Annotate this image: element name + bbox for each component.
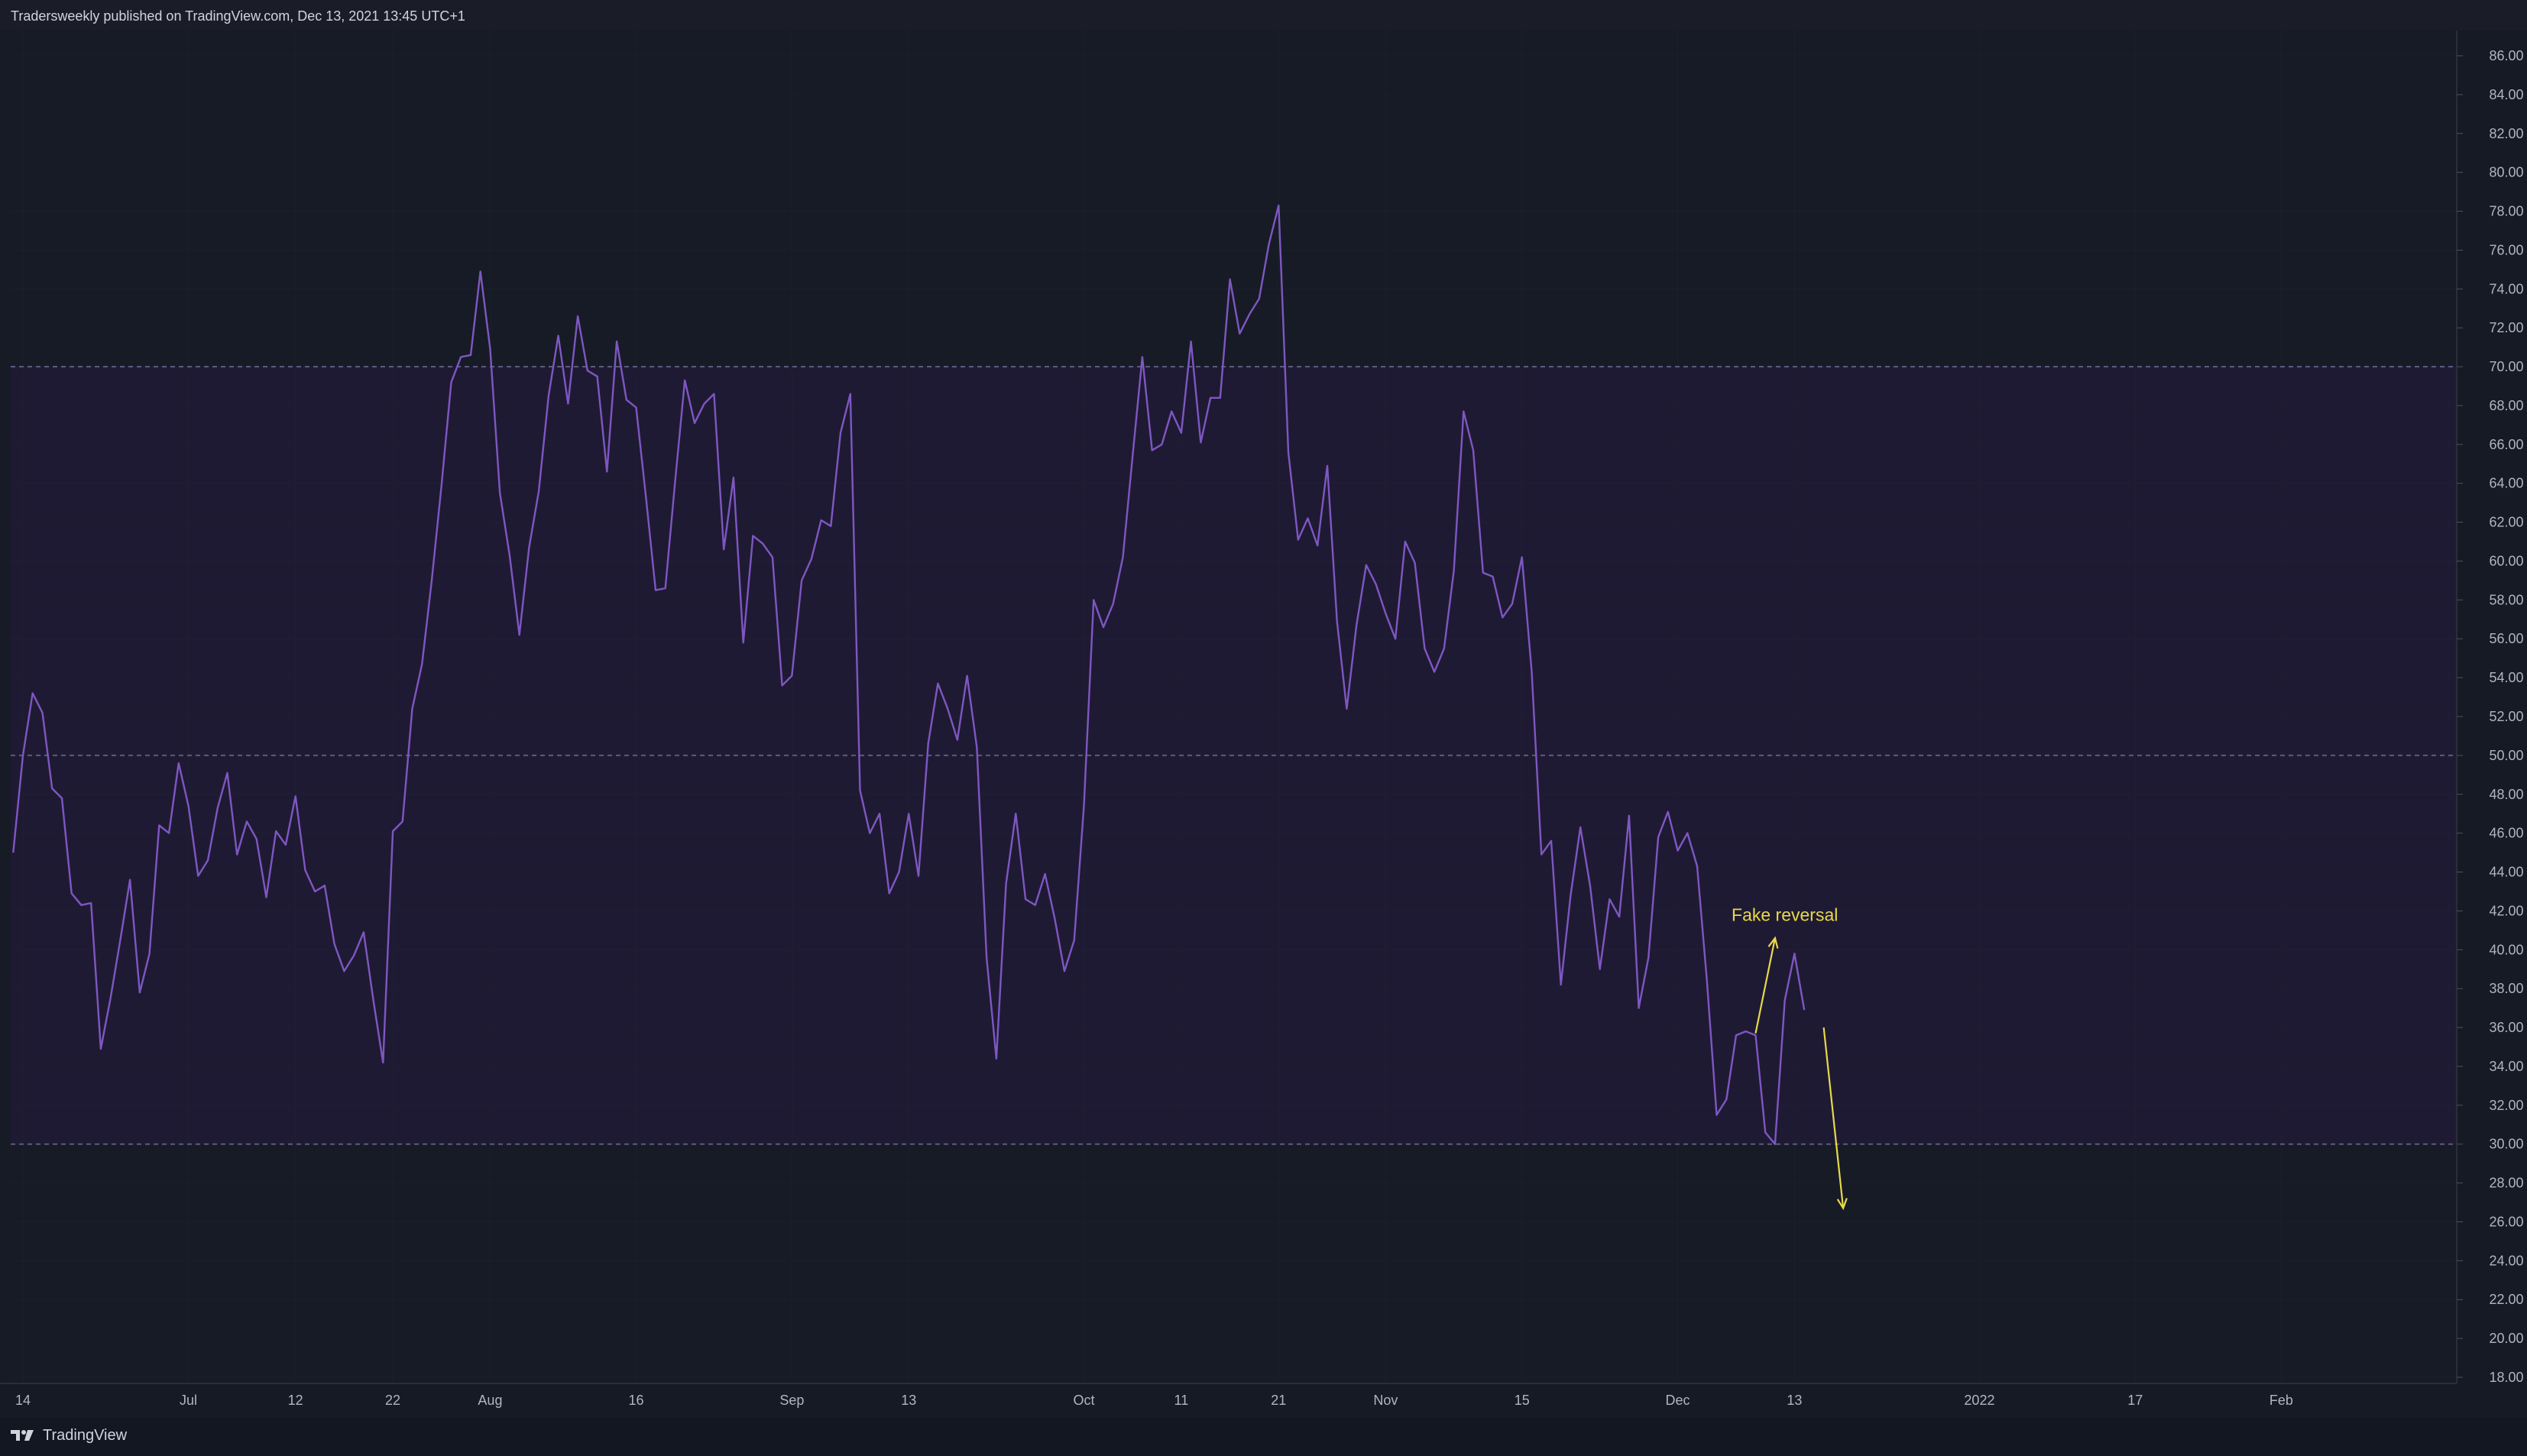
x-tick-label: 21	[1271, 1393, 1286, 1408]
x-tick-label: 17	[2127, 1393, 2143, 1408]
y-tick-label: 76.00	[2489, 242, 2523, 257]
y-tick-label: 46.00	[2489, 826, 2523, 841]
y-tick-label: 56.00	[2489, 631, 2523, 646]
footer-bar	[0, 1418, 2527, 1456]
y-tick-label: 42.00	[2489, 903, 2523, 918]
y-tick-label: 26.00	[2489, 1214, 2523, 1229]
y-tick-label: 44.00	[2489, 865, 2523, 880]
y-tick-label: 32.00	[2489, 1098, 2523, 1113]
rsi-series-line	[12, 204, 1806, 1145]
y-tick-label: 40.00	[2489, 942, 2523, 957]
publish-info: Tradersweekly published on TradingView.c…	[11, 8, 465, 24]
x-tick-label: 16	[629, 1393, 644, 1408]
y-tick-label: 66.00	[2489, 437, 2523, 452]
y-tick-label: 74.00	[2489, 281, 2523, 296]
y-tick-label: 58.00	[2489, 592, 2523, 607]
y-tick-label: 62.00	[2489, 515, 2523, 530]
y-tick-label: 28.00	[2489, 1176, 2523, 1191]
annotation-arrow-shaft	[1822, 1027, 1845, 1208]
y-tick-label: 86.00	[2489, 48, 2523, 63]
y-tick-label: 82.00	[2489, 126, 2523, 141]
x-tick-label: 22	[385, 1393, 400, 1408]
x-tick-label: 12	[288, 1393, 303, 1408]
y-tick-label: 54.00	[2489, 670, 2523, 685]
y-tick-label: 52.00	[2489, 709, 2523, 724]
y-tick-label: 64.00	[2489, 476, 2523, 491]
x-tick-label: Nov	[1373, 1393, 1398, 1408]
x-tick-label: 11	[1174, 1393, 1189, 1408]
y-tick-label: 68.00	[2489, 398, 2523, 413]
x-tick-label: Aug	[478, 1393, 502, 1408]
y-tick-label: 60.00	[2489, 553, 2523, 568]
x-tick-label: 2022	[1964, 1393, 1994, 1408]
annotation-arrow-shaft	[1754, 937, 1777, 1034]
x-tick-label: 14	[15, 1393, 31, 1408]
y-tick-label: 24.00	[2489, 1253, 2523, 1268]
y-tick-label: 18.00	[2489, 1370, 2523, 1385]
tradingview-brand[interactable]: TradingView	[11, 1426, 127, 1445]
y-tick-label: 48.00	[2489, 787, 2523, 802]
x-tick-label: Sep	[779, 1393, 804, 1408]
y-tick-label: 22.00	[2489, 1292, 2523, 1307]
annotation-arrow-head	[1836, 1198, 1848, 1211]
x-tick-label: 15	[1515, 1393, 1530, 1408]
rsi-chart[interactable]: Fake reversal 18.00 20.00 22.00 24.00 26.00 28…	[0, 0, 2527, 1418]
y-tick-label: 84.00	[2489, 87, 2523, 102]
y-tick-label: 78.00	[2489, 204, 2523, 219]
y-tick-label: 36.00	[2489, 1020, 2523, 1035]
y-tick-label: 34.00	[2489, 1059, 2523, 1074]
y-tick-label: 20.00	[2489, 1331, 2523, 1346]
price-axis-panel	[2457, 31, 2527, 1383]
y-tick-label: 70.00	[2489, 359, 2523, 374]
x-tick-label: Dec	[1666, 1393, 1690, 1408]
annotation-arrow-head	[1767, 936, 1779, 949]
x-tick-label: Jul	[180, 1393, 197, 1408]
y-tick-label: 30.00	[2489, 1137, 2523, 1152]
x-tick-label: Oct	[1073, 1393, 1094, 1408]
time-axis-panel	[0, 1383, 2527, 1418]
x-tick-label: 13	[1787, 1393, 1802, 1408]
tradingview-brand-text: TradingView	[43, 1427, 128, 1444]
x-tick-label: Feb	[2269, 1393, 2293, 1408]
publish-header: Tradersweekly published on TradingView.c…	[0, 0, 2527, 31]
y-tick-label: 38.00	[2489, 981, 2523, 996]
y-tick-label: 80.00	[2489, 165, 2523, 180]
tradingview-logo-icon	[11, 1430, 34, 1441]
y-tick-label: 72.00	[2489, 320, 2523, 335]
y-tick-label: 50.00	[2489, 748, 2523, 763]
annotation-label: Fake reversal	[1732, 905, 1838, 925]
x-tick-label: 13	[901, 1393, 916, 1408]
